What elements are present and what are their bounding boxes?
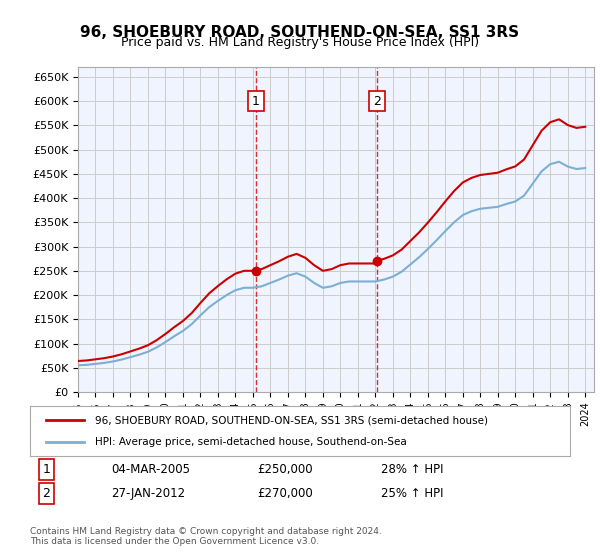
- Text: HPI: Average price, semi-detached house, Southend-on-Sea: HPI: Average price, semi-detached house,…: [95, 437, 407, 447]
- Text: 28% ↑ HPI: 28% ↑ HPI: [381, 463, 443, 476]
- Text: 2: 2: [42, 487, 50, 500]
- Text: Contains HM Land Registry data © Crown copyright and database right 2024.
This d: Contains HM Land Registry data © Crown c…: [30, 526, 382, 546]
- Text: 27-JAN-2012: 27-JAN-2012: [111, 487, 185, 500]
- Text: 1: 1: [252, 95, 260, 108]
- Text: 04-MAR-2005: 04-MAR-2005: [111, 463, 190, 476]
- Text: 25% ↑ HPI: 25% ↑ HPI: [381, 487, 443, 500]
- Text: £250,000: £250,000: [257, 463, 313, 476]
- Text: 96, SHOEBURY ROAD, SOUTHEND-ON-SEA, SS1 3RS: 96, SHOEBURY ROAD, SOUTHEND-ON-SEA, SS1 …: [80, 25, 520, 40]
- Text: Price paid vs. HM Land Registry's House Price Index (HPI): Price paid vs. HM Land Registry's House …: [121, 36, 479, 49]
- Text: 96, SHOEBURY ROAD, SOUTHEND-ON-SEA, SS1 3RS (semi-detached house): 96, SHOEBURY ROAD, SOUTHEND-ON-SEA, SS1 …: [95, 415, 488, 425]
- Text: 2: 2: [373, 95, 381, 108]
- Text: £270,000: £270,000: [257, 487, 313, 500]
- Text: 1: 1: [42, 463, 50, 476]
